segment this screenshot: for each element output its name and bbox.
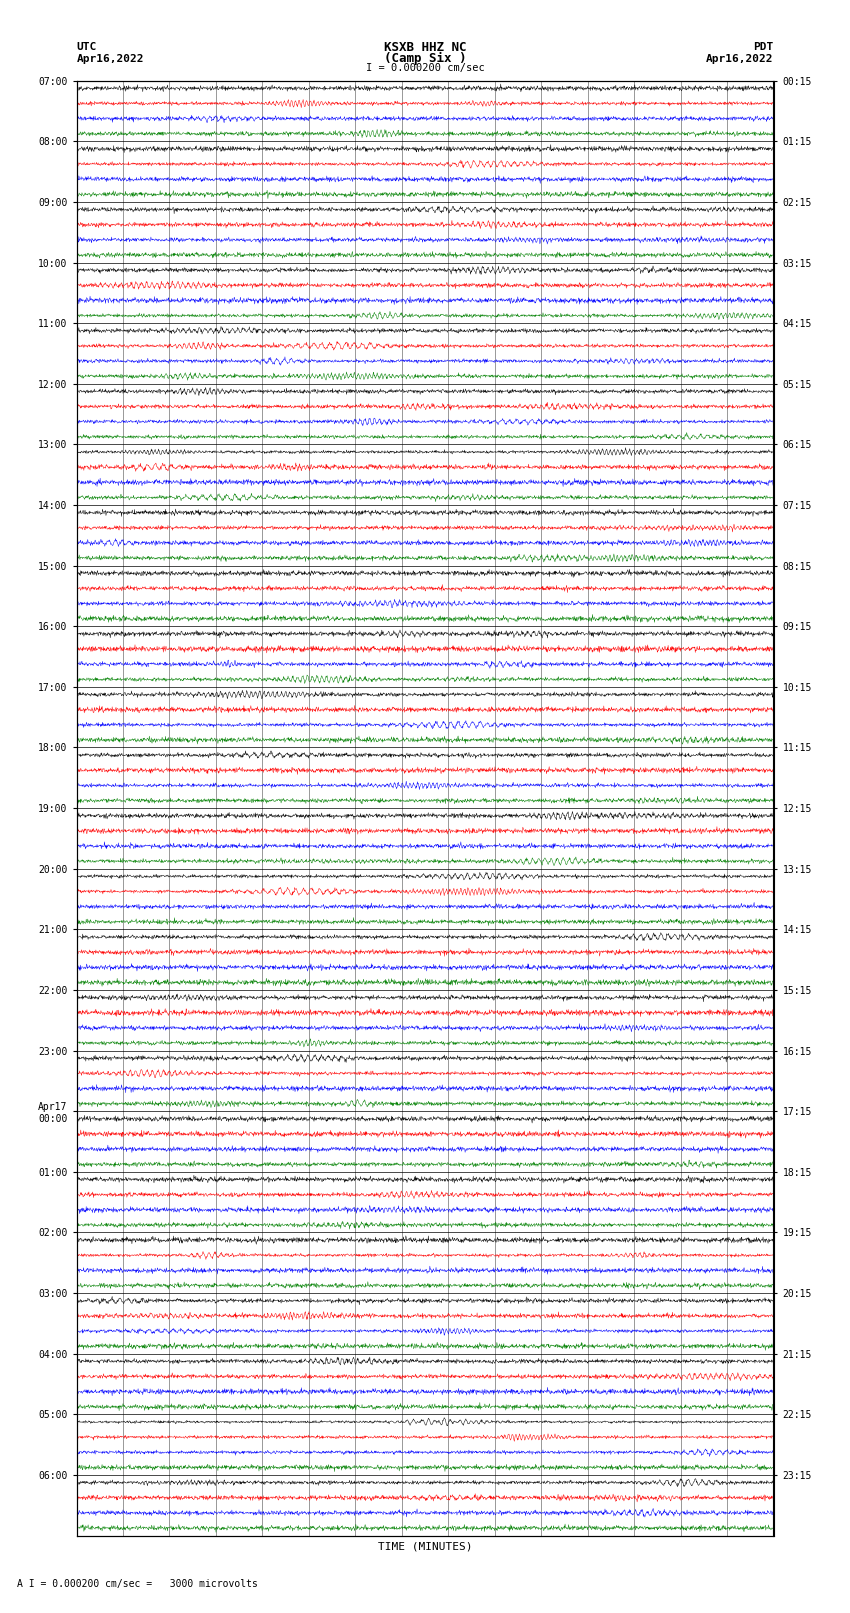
Text: A I = 0.000200 cm/sec =   3000 microvolts: A I = 0.000200 cm/sec = 3000 microvolts (17, 1579, 258, 1589)
Text: Apr16,2022: Apr16,2022 (706, 53, 774, 65)
Text: Apr16,2022: Apr16,2022 (76, 53, 144, 65)
Text: PDT: PDT (753, 42, 774, 52)
X-axis label: TIME (MINUTES): TIME (MINUTES) (377, 1540, 473, 1552)
Text: I = 0.000200 cm/sec: I = 0.000200 cm/sec (366, 63, 484, 73)
Text: KSXB HHZ NC: KSXB HHZ NC (383, 40, 467, 53)
Text: UTC: UTC (76, 42, 97, 52)
Text: (Camp Six ): (Camp Six ) (383, 52, 467, 65)
